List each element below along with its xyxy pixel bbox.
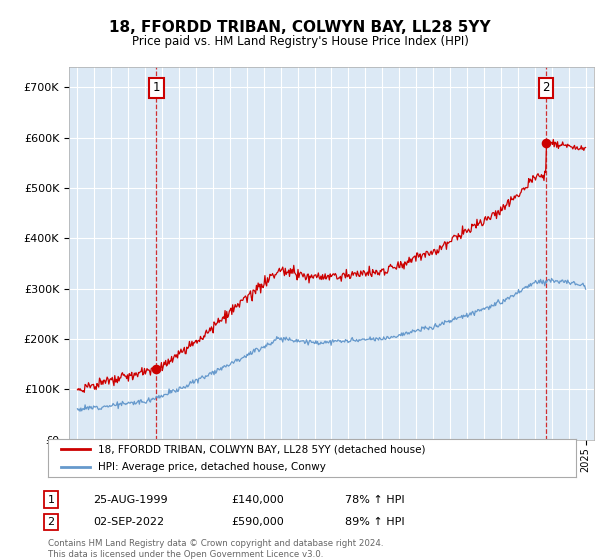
Text: Price paid vs. HM Land Registry's House Price Index (HPI): Price paid vs. HM Land Registry's House … [131, 35, 469, 48]
Point [151, 365, 161, 374]
Text: 18, FFORDD TRIBAN, COLWYN BAY, LL28 5YY (detached house): 18, FFORDD TRIBAN, COLWYN BAY, LL28 5YY … [98, 444, 425, 454]
Text: 02-SEP-2022: 02-SEP-2022 [93, 517, 164, 527]
Text: 89% ↑ HPI: 89% ↑ HPI [345, 517, 404, 527]
Text: £590,000: £590,000 [231, 517, 284, 527]
Text: 78% ↑ HPI: 78% ↑ HPI [345, 494, 404, 505]
Text: 18, FFORDD TRIBAN, COLWYN BAY, LL28 5YY: 18, FFORDD TRIBAN, COLWYN BAY, LL28 5YY [109, 20, 491, 35]
Text: 1: 1 [152, 81, 160, 94]
Text: HPI: Average price, detached house, Conwy: HPI: Average price, detached house, Conw… [98, 462, 326, 472]
Text: 2: 2 [542, 81, 550, 94]
Text: 1: 1 [47, 494, 55, 505]
Text: Contains HM Land Registry data © Crown copyright and database right 2024.
This d: Contains HM Land Registry data © Crown c… [48, 539, 383, 559]
Text: 2: 2 [47, 517, 55, 527]
Text: 25-AUG-1999: 25-AUG-1999 [93, 494, 167, 505]
Point [541, 138, 551, 147]
Text: £140,000: £140,000 [231, 494, 284, 505]
